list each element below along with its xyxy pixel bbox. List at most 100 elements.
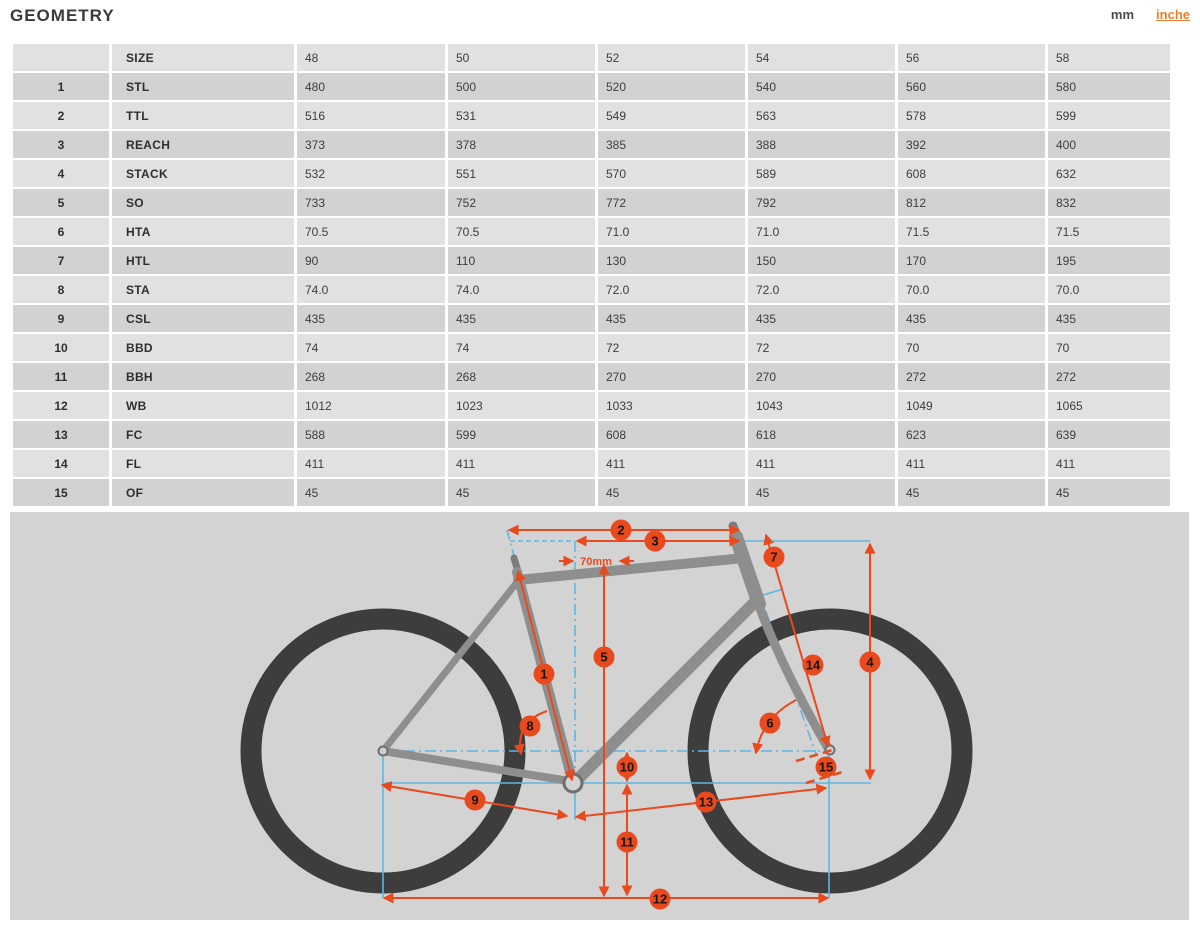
marker-2: 2 [610,519,632,541]
unit-inches-link[interactable]: inche [1156,7,1190,22]
row-label-cell: HTL [112,247,294,274]
value-cell: 832 [1048,189,1170,216]
value-cell: 71.0 [598,218,745,245]
value-cell: 272 [898,363,1045,390]
value-cell: 733 [297,189,445,216]
value-cell: 578 [898,102,1045,129]
bottom-bracket [562,772,584,794]
row-number-cell: 15 [13,479,109,506]
row-label-cell: HTA [112,218,294,245]
value-cell: 599 [1048,102,1170,129]
value-cell: 639 [1048,421,1170,448]
table-row-fl: 14 FL 411 411 411 411 411 411 [13,450,1170,477]
value-cell: 435 [1048,305,1170,332]
size-value-cell: 48 [297,44,445,71]
row-label-cell: STACK [112,160,294,187]
row-number-cell: 1 [13,73,109,100]
table-row-so: 5 SO 733 752 772 792 812 832 [13,189,1170,216]
value-cell: 623 [898,421,1045,448]
table-row-of: 15 OF 45 45 45 45 45 45 [13,479,1170,506]
table-row-bbd: 10 BBD 74 74 72 72 70 70 [13,334,1170,361]
value-cell: 45 [898,479,1045,506]
value-cell: 150 [748,247,895,274]
value-cell: 72.0 [748,276,895,303]
value-cell: 560 [898,73,1045,100]
svg-text:14: 14 [806,658,821,673]
top-bar: GEOMETRY mm inche [0,0,1200,40]
value-cell: 74.0 [297,276,445,303]
row-number-cell: 9 [13,305,109,332]
value-cell: 74 [297,334,445,361]
value-cell: 435 [448,305,595,332]
value-cell: 435 [598,305,745,332]
value-cell: 45 [748,479,895,506]
value-cell: 45 [1048,479,1170,506]
value-cell: 90 [297,247,445,274]
value-cell: 532 [297,160,445,187]
row-number-cell: 13 [13,421,109,448]
row-label-cell: STA [112,276,294,303]
svg-text:11: 11 [620,835,634,850]
value-cell: 589 [748,160,895,187]
table-row-csl: 9 CSL 435 435 435 435 435 435 [13,305,1170,332]
value-cell: 516 [297,102,445,129]
down-tube [569,596,761,788]
value-cell: 272 [1048,363,1170,390]
value-cell: 130 [598,247,745,274]
row-label-cell: SO [112,189,294,216]
svg-text:6: 6 [766,716,773,731]
table-row-sta: 8 STA 74.0 74.0 72.0 72.0 70.0 70.0 [13,276,1170,303]
value-cell: 411 [748,450,895,477]
value-cell: 588 [297,421,445,448]
table-row-fc: 13 FC 588 599 608 618 623 639 [13,421,1170,448]
value-cell: 1049 [898,392,1045,419]
geometry-table: SIZE 48 50 52 54 56 58 1 STL 480 500 520 540 560 580 2 T… [10,42,1173,508]
row-number-cell: 6 [13,218,109,245]
row-number-cell: 7 [13,247,109,274]
value-cell: 500 [448,73,595,100]
value-cell: 531 [448,102,595,129]
row-number-cell: 4 [13,160,109,187]
row-number-cell: 14 [13,450,109,477]
value-cell: 812 [898,189,1045,216]
row-label-cell: FC [112,421,294,448]
row-label-cell: FL [112,450,294,477]
value-cell: 435 [898,305,1045,332]
dim-htl-fl [763,533,831,748]
head-tube [729,530,766,611]
value-cell: 632 [1048,160,1170,187]
row-number-cell: 3 [13,131,109,158]
value-cell: 772 [598,189,745,216]
value-cell: 411 [898,450,1045,477]
value-cell: 45 [448,479,595,506]
value-cell: 551 [448,160,595,187]
row-number-cell: 10 [13,334,109,361]
size-value-cell: 56 [898,44,1045,71]
seat-stay [379,577,522,755]
value-cell: 792 [748,189,895,216]
value-cell: 411 [598,450,745,477]
row-number-cell: 5 [13,189,109,216]
value-cell: 411 [297,450,445,477]
value-cell: 74 [448,334,595,361]
table-row-stl: 1 STL 480 500 520 540 560 580 [13,73,1170,100]
value-cell: 1012 [297,392,445,419]
svg-text:10: 10 [620,760,634,775]
value-cell: 71.5 [898,218,1045,245]
svg-text:15: 15 [819,760,833,775]
value-cell: 71.0 [748,218,895,245]
value-cell: 570 [598,160,745,187]
marker-13: 13 [695,791,717,813]
table-row-wb: 12 WB 1012 1023 1033 1043 1049 1065 [13,392,1170,419]
row-number-cell: 11 [13,363,109,390]
value-cell: 270 [598,363,745,390]
unit-mm-toggle[interactable]: mm [1110,7,1135,22]
marker-3: 3 [644,530,666,552]
row-number-cell: 12 [13,392,109,419]
row-label-cell: BBD [112,334,294,361]
svg-text:7: 7 [770,550,777,565]
unit-toggle: mm inche [1111,7,1190,22]
marker-4: 4 [859,651,881,673]
value-cell: 195 [1048,247,1170,274]
svg-text:12: 12 [653,892,667,907]
